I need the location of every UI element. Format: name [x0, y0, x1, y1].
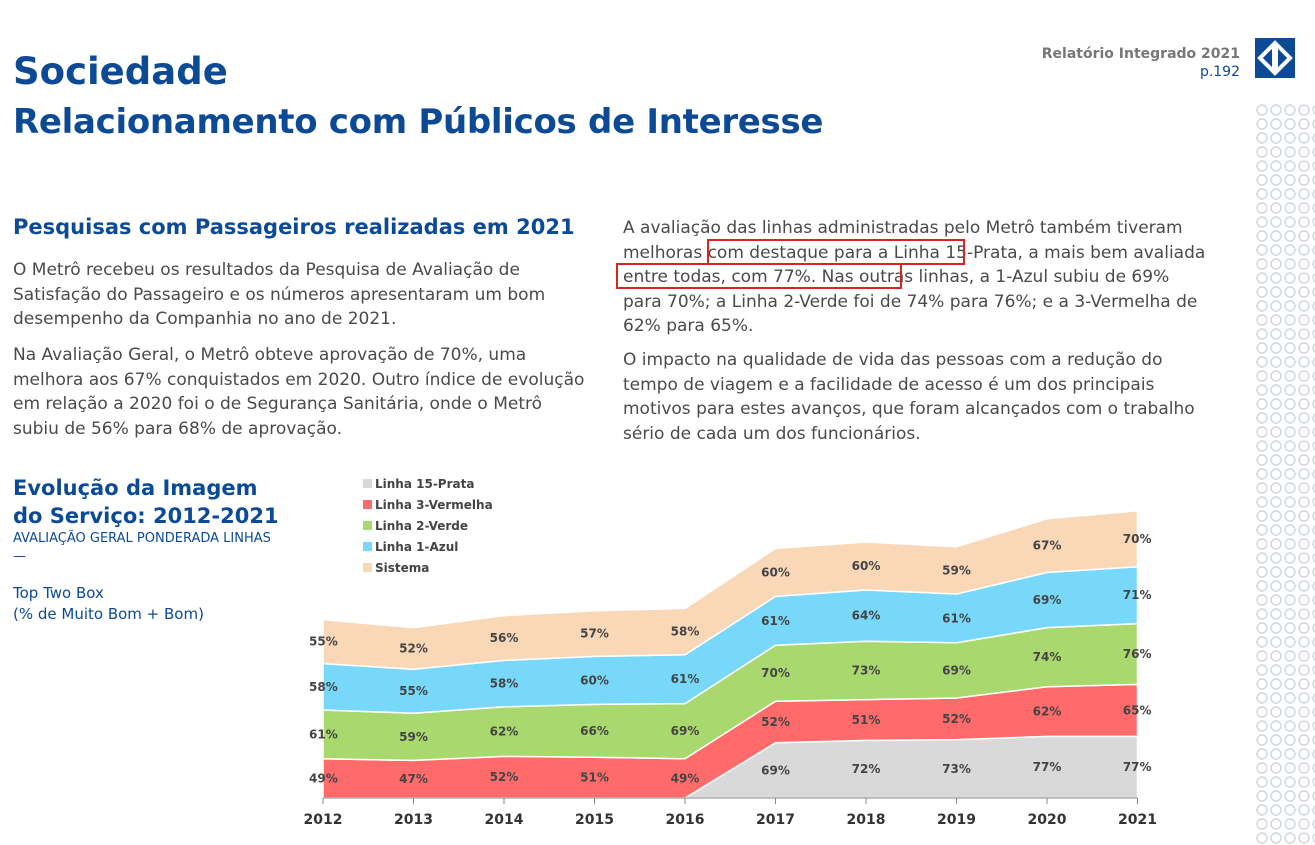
- legend-label: Linha 3-Vermelha: [375, 498, 493, 512]
- data-label: 66%: [580, 724, 609, 738]
- data-label: 58%: [309, 680, 338, 694]
- data-label: 49%: [671, 771, 700, 785]
- data-label: 61%: [942, 611, 971, 625]
- data-label: 70%: [761, 666, 790, 680]
- data-label: 52%: [942, 712, 971, 726]
- page-title: Sociedade: [13, 50, 228, 93]
- data-label: 62%: [490, 725, 519, 739]
- decorative-pattern: [1255, 103, 1315, 845]
- data-label: 64%: [852, 609, 881, 623]
- x-tick-label: 2021: [1118, 812, 1157, 828]
- legend-label: Linha 1-Azul: [375, 540, 458, 554]
- legend-label: Sistema: [375, 561, 429, 575]
- x-tick-label: 2013: [394, 812, 433, 828]
- x-tick-label: 2020: [1028, 812, 1067, 828]
- data-label: 61%: [671, 672, 700, 686]
- x-tick-label: 2015: [575, 812, 614, 828]
- data-label: 73%: [852, 663, 881, 677]
- legend-swatch: [363, 500, 372, 509]
- data-label: 71%: [1123, 588, 1152, 602]
- data-label: 51%: [580, 771, 609, 785]
- chart-note-line-2: (% de Muito Bom + Bom): [13, 605, 204, 623]
- paragraph-2: Na Avaliação Geral, o Metrô obteve aprov…: [13, 345, 585, 439]
- legend-swatch: [363, 563, 372, 572]
- data-label: 56%: [490, 631, 519, 645]
- data-label: 58%: [671, 625, 700, 639]
- data-label: 60%: [761, 565, 790, 579]
- data-label: 57%: [580, 627, 609, 641]
- chart-title-line-1: Evolução da Imagem: [13, 476, 258, 500]
- x-tick-label: 2019: [937, 812, 976, 828]
- data-label: 59%: [399, 730, 428, 744]
- data-label: 69%: [671, 724, 700, 738]
- legend-swatch: [363, 479, 372, 488]
- data-label: 55%: [399, 684, 428, 698]
- data-label: 59%: [942, 563, 971, 577]
- report-page: p.192: [1199, 64, 1240, 80]
- chart-subtitle: AVALIAÇÃO GERAL PONDERADA LINHAS: [13, 531, 271, 546]
- data-label: 76%: [1123, 647, 1152, 661]
- data-label: 67%: [1033, 539, 1062, 553]
- data-label: 70%: [1123, 532, 1152, 546]
- data-label: 69%: [761, 763, 790, 777]
- data-label: 52%: [490, 770, 519, 784]
- legend-swatch: [363, 542, 372, 551]
- data-label: 60%: [852, 559, 881, 573]
- data-label: 60%: [580, 673, 609, 687]
- data-label: 52%: [761, 715, 790, 729]
- data-label: 51%: [852, 713, 881, 727]
- data-label: 73%: [942, 762, 971, 776]
- stacked-area-chart: 69% 72% 73% 77% 77% 49% 47% 52% 51% 49% 52% 51% 52% 6…: [304, 477, 1157, 828]
- data-label: 62%: [1033, 705, 1062, 719]
- legend-label: Linha 2-Verde: [375, 519, 468, 533]
- paragraph-3: A avaliação das linhas administradas pel…: [623, 218, 1206, 336]
- x-tick-label: 2014: [485, 812, 524, 828]
- legend-swatch: [363, 521, 372, 530]
- highlight-box-2: [616, 263, 902, 289]
- data-label: 49%: [309, 771, 338, 785]
- data-label: 69%: [942, 663, 971, 677]
- data-label: 74%: [1033, 650, 1062, 664]
- data-label: 55%: [309, 635, 338, 649]
- highlight-box-1: [707, 239, 965, 265]
- chart-note: Top Two Box (% de Muito Bom + Bom): [13, 583, 233, 625]
- x-tick-label: 2012: [304, 812, 343, 828]
- chart-dash: —: [13, 549, 26, 564]
- data-label: 58%: [490, 677, 519, 691]
- legend-label: Linha 15-Prata: [375, 477, 474, 491]
- chart-title: Evolução da Imagem do Serviço: 2012-2021: [13, 474, 303, 530]
- data-label: 47%: [399, 772, 428, 786]
- data-label: 61%: [761, 614, 790, 628]
- x-tick-label: 2018: [847, 812, 886, 828]
- report-info: Relatório Integrado 2021 p.192: [1042, 45, 1240, 81]
- x-tick-label: 2016: [666, 812, 705, 828]
- data-label: 52%: [399, 641, 428, 655]
- x-tick-label: 2017: [756, 812, 795, 828]
- section-heading: Pesquisas com Passageiros realizadas em …: [13, 215, 575, 239]
- chart-title-line-2: do Serviço: 2012-2021: [13, 504, 279, 528]
- report-title: Relatório Integrado 2021: [1041, 46, 1240, 62]
- data-label: 72%: [852, 762, 881, 776]
- data-label: 77%: [1033, 760, 1062, 774]
- data-label: 61%: [309, 727, 338, 741]
- paragraph-4: O impacto na qualidade de vida das pesso…: [623, 350, 1195, 444]
- chart-note-line-1: Top Two Box: [13, 584, 104, 602]
- data-label: 65%: [1123, 703, 1152, 717]
- metro-logo-icon: [1255, 38, 1295, 78]
- data-label: 69%: [1033, 593, 1062, 607]
- series-band-sistema: [322, 509, 1139, 670]
- paragraph-1: O Metrô recebeu os resultados da Pesquis…: [13, 260, 546, 329]
- page-subtitle: Relacionamento com Públicos de Interesse: [13, 102, 824, 142]
- data-label: 77%: [1123, 760, 1152, 774]
